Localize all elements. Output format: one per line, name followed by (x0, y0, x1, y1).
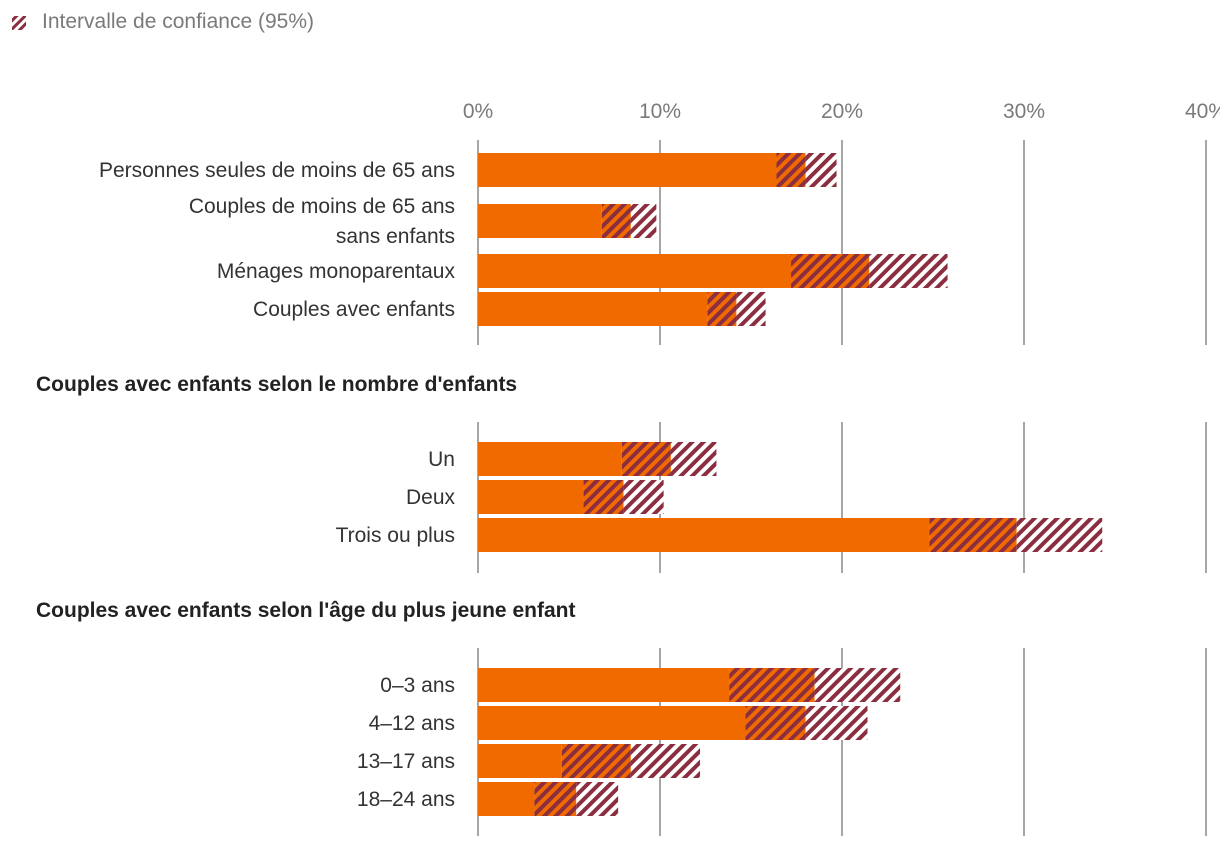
ci-lower-segment (583, 480, 624, 514)
ci-upper-segment (1016, 518, 1103, 552)
ci-upper-segment (805, 706, 868, 740)
section-title: Couples avec enfants selon le nombre d'e… (36, 373, 517, 396)
bar (478, 480, 584, 514)
category-label: Personnes seules de moins de 65 ans (99, 159, 455, 182)
bar (478, 668, 730, 702)
ci-upper-segment (869, 254, 948, 288)
bar (478, 204, 602, 238)
ci-upper-segment (814, 668, 901, 702)
ci-upper-segment (805, 153, 837, 187)
section-title: Couples avec enfants selon l'âge du plus… (36, 599, 575, 622)
x-tick-label: 0% (463, 100, 493, 123)
category-label: Couples de moins de 65 ans sans enfants (189, 195, 455, 248)
bar (478, 518, 930, 552)
x-tick-label: 40% (1185, 100, 1220, 123)
x-tick-label: 20% (821, 100, 863, 123)
bars-layer (478, 153, 1103, 816)
ci-lower-segment (745, 706, 806, 740)
ci-upper-segment (623, 480, 664, 514)
ci-lower-segment (776, 153, 806, 187)
x-tick-label: 30% (1003, 100, 1045, 123)
ci-lower-segment (621, 442, 671, 476)
bar (478, 254, 792, 288)
bar (478, 706, 746, 740)
category-label: 13–17 ans (357, 750, 455, 773)
x-axis: 0% 10% 20% 30% 40% (463, 100, 1220, 123)
ci-upper-segment (576, 782, 619, 816)
ci-lower-segment (729, 668, 815, 702)
category-label: Couples avec enfants (253, 298, 455, 321)
hatch-icon (12, 16, 26, 30)
category-label: Un (428, 448, 455, 471)
bar (478, 153, 777, 187)
ci-lower-segment (707, 292, 737, 326)
category-label: 4–12 ans (369, 712, 455, 735)
ci-upper-segment (630, 744, 701, 778)
category-label: Deux (406, 486, 456, 509)
ci-lower-segment (601, 204, 631, 238)
ci-lower-segment (561, 744, 631, 778)
bar (478, 744, 562, 778)
category-label: 0–3 ans (380, 674, 455, 697)
legend: Intervalle de confiance (95%) (10, 10, 314, 34)
bar (478, 782, 535, 816)
x-tick-label: 10% (639, 100, 681, 123)
category-label: Ménages monoparentaux (217, 260, 456, 283)
labels-layer: Personnes seules de moins de 65 ans Coupl… (36, 159, 575, 811)
ci-lower-segment (791, 254, 870, 288)
ci-upper-segment (630, 204, 657, 238)
ci-upper-segment (670, 442, 717, 476)
legend-ci-label: Intervalle de confiance (95%) (42, 10, 314, 33)
ci-lower-segment (929, 518, 1017, 552)
bar (478, 292, 708, 326)
category-label: Trois ou plus (336, 524, 455, 547)
ci-lower-segment (534, 782, 577, 816)
ci-upper-segment (736, 292, 766, 326)
bar (478, 442, 622, 476)
category-label: 18–24 ans (357, 788, 455, 811)
